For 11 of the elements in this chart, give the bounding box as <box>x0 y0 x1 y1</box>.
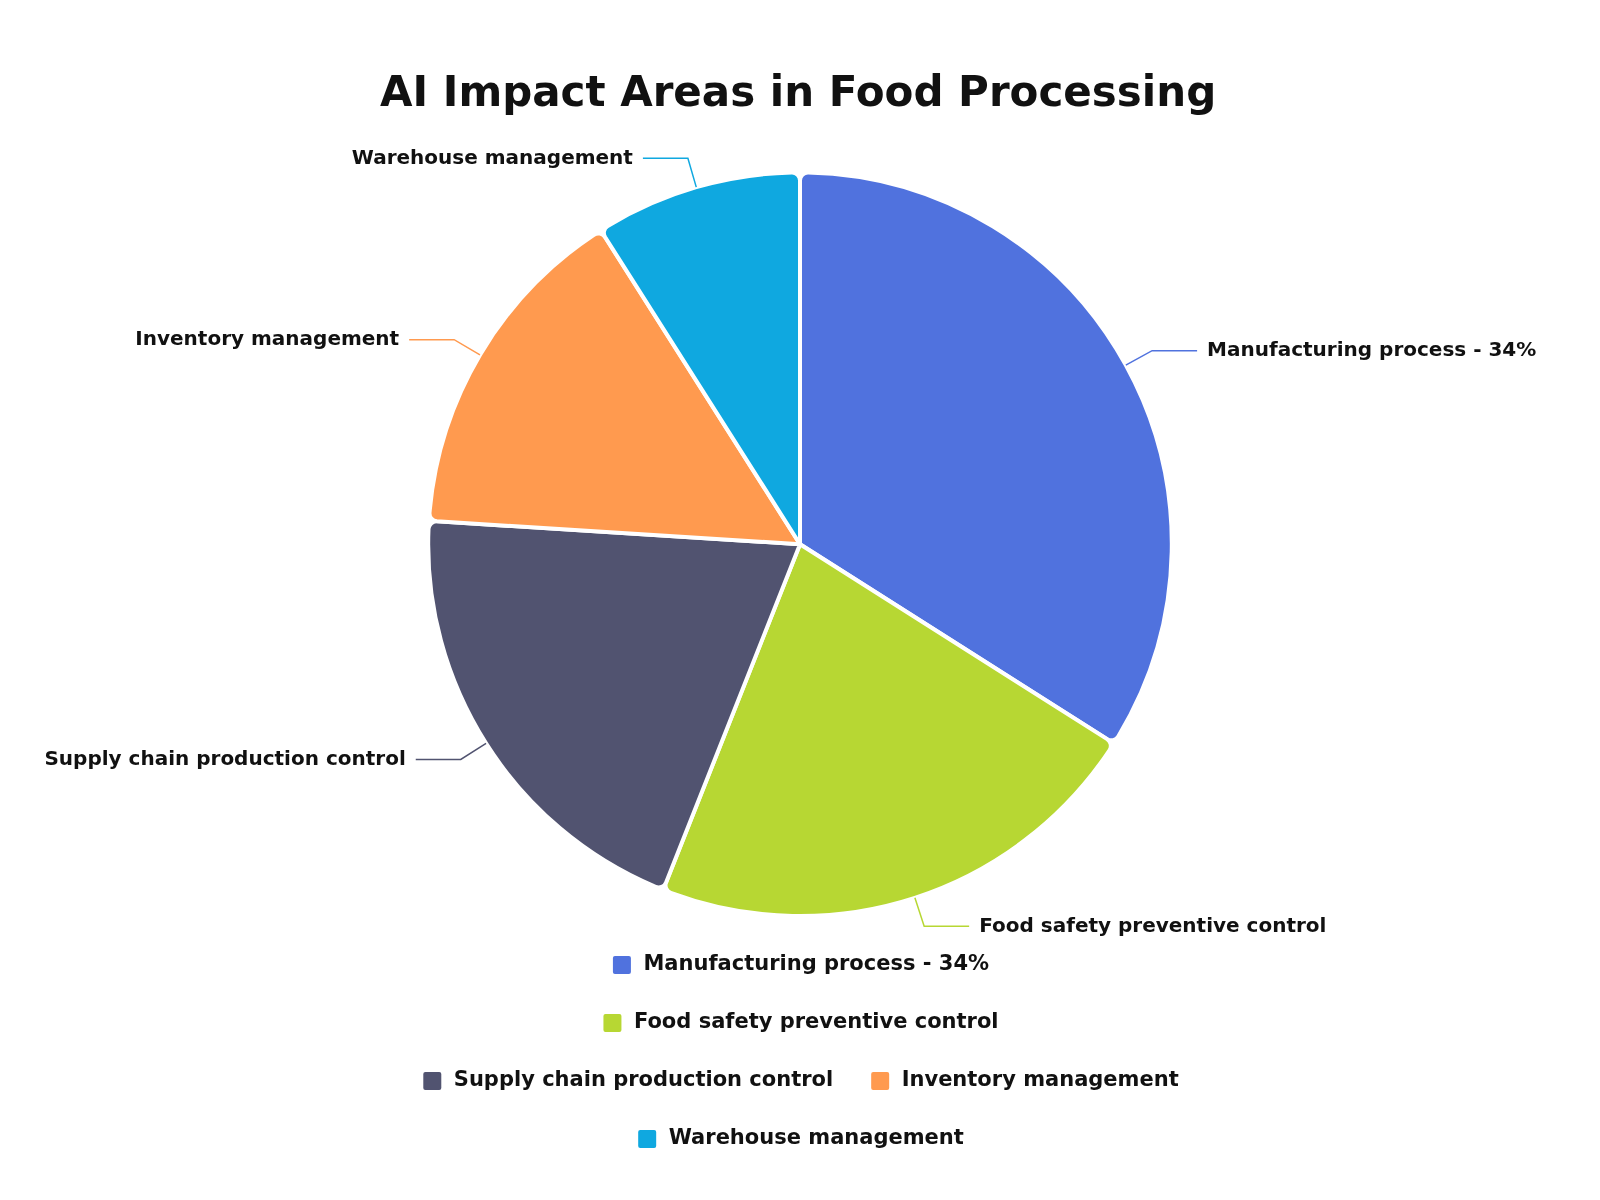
legend-label: Supply chain production control <box>453 1067 834 1092</box>
legend-label: Warehouse management <box>668 1125 964 1150</box>
legend-label: Inventory management <box>901 1067 1179 1092</box>
chart-title: AI Impact Areas in Food Processing <box>380 67 1217 117</box>
slice-label: Manufacturing process - 34% <box>1207 336 1537 361</box>
slice-label: Inventory management <box>135 325 400 350</box>
slice-label: Food safety preventive control <box>979 912 1327 937</box>
legend-label: Food safety preventive control <box>633 1009 999 1034</box>
slice-label: Warehouse management <box>351 144 634 169</box>
legend-label: Manufacturing process - 34% <box>643 951 990 976</box>
slice-label: Supply chain production control <box>44 745 406 770</box>
